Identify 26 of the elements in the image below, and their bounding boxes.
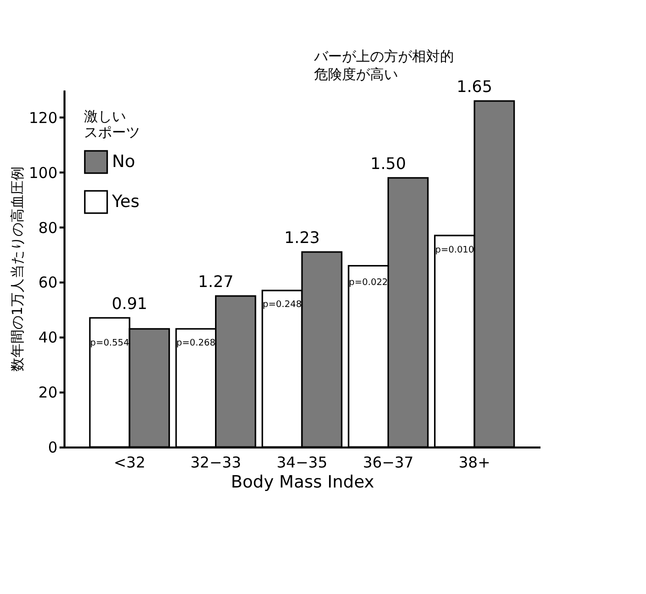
annotation: 1.65 (456, 76, 492, 96)
x-tick-label: 32−33 (190, 454, 242, 472)
x-tick-label: 36−37 (362, 454, 414, 472)
y-tick-label: 100 (28, 164, 58, 182)
x-axis-title: Body Mass Index (230, 472, 374, 492)
y-tick-label: 80 (38, 218, 58, 237)
x-tick-label: 34−35 (276, 454, 328, 472)
y-tick-label: 60 (38, 274, 58, 292)
y-tick-label: 40 (38, 328, 58, 347)
x-tick-label: 38+ (458, 454, 490, 472)
annotation: 1.23 (284, 228, 320, 248)
annotation: p=0.010 (435, 245, 474, 256)
annotation: 0.91 (112, 294, 148, 313)
annotation: p=0.268 (176, 338, 216, 349)
y-tick-label: 20 (38, 384, 58, 402)
x-tick-label: <32 (114, 454, 146, 472)
legend-label: Yes (111, 192, 140, 212)
legend-title: 激しいスポーツ (84, 109, 140, 141)
y-tick-label: 120 (28, 108, 58, 127)
legend-label: No (112, 152, 136, 172)
annotation: 1.27 (198, 272, 234, 291)
text: バーが上の方が相対的危険度が高い (313, 49, 454, 83)
y-axis-title: 数年間の1万人当たりの高血圧例 (10, 166, 26, 372)
y-tick-label: 0 (48, 438, 58, 456)
annotation: 1.50 (370, 154, 406, 173)
annotation: p=0.022 (348, 278, 388, 288)
